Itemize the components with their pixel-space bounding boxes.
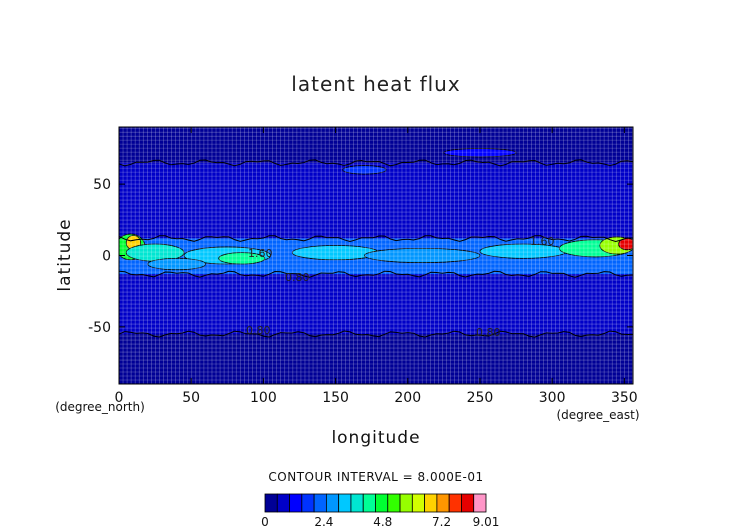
- y-tick-label: 0: [102, 249, 111, 265]
- x-tick-label: 250: [467, 390, 494, 406]
- heat-band: [119, 334, 633, 384]
- colorbar-swatch: [276, 493, 290, 513]
- colorbar-swatch: [362, 493, 376, 513]
- colorbar-swatch: [338, 493, 352, 513]
- latitude-bands: [119, 127, 633, 384]
- contour-label: 1.60: [248, 247, 273, 260]
- grid-lines: [119, 127, 633, 384]
- x-axis-unit: (degree_east): [556, 408, 639, 422]
- colorbar-swatch: [436, 493, 450, 513]
- colorbar-swatch: [424, 493, 438, 513]
- heat-band: [119, 162, 633, 239]
- colorbar-swatch: [448, 493, 462, 513]
- colorbar-swatch: [350, 493, 364, 513]
- contour-label: 0.80: [476, 326, 501, 339]
- heat-band: [119, 127, 633, 163]
- x-axis-label: longitude: [331, 428, 420, 448]
- flux-maxima: [119, 148, 633, 271]
- x-tick-label: 200: [394, 390, 421, 406]
- colorbar-ticks: 0 2.4 4.8 7.2 9.01: [261, 515, 499, 529]
- x-tick-label: 150: [322, 390, 349, 406]
- colorbar: [264, 493, 487, 513]
- colorbar-swatch: [264, 493, 278, 513]
- colorbar-tick-label: 4.8: [373, 515, 392, 529]
- colorbar-tick-label: 0: [261, 515, 269, 529]
- contour-lines: [119, 159, 633, 338]
- colorbar-swatch: [375, 493, 389, 513]
- contour-line: [119, 159, 633, 167]
- chart-title: latent heat flux: [291, 72, 460, 96]
- contour-line: [119, 270, 633, 278]
- x-tick-label: 350: [611, 390, 638, 406]
- y-axis: -50 0 50: [88, 177, 633, 336]
- x-axis: 0 50 100 150 200 250 300 350: [115, 127, 638, 406]
- x-tick-label: 0: [115, 390, 124, 406]
- colorbar-swatch: [387, 493, 401, 513]
- contour-label: 1.60: [530, 235, 555, 248]
- x-tick-label: 300: [539, 390, 566, 406]
- contour-interval: CONTOUR INTERVAL = 8.000E-01: [268, 470, 483, 484]
- flux-maximum: [443, 148, 517, 158]
- x-tick-label: 50: [182, 390, 200, 406]
- flux-maximum: [218, 252, 266, 265]
- colorbar-swatch: [301, 493, 315, 513]
- colorbar-swatch: [399, 493, 413, 513]
- colorbar-tick-label: 9.01: [473, 515, 500, 529]
- contour-label: 0.80: [285, 271, 310, 284]
- y-tick-label: 50: [93, 177, 111, 193]
- flux-maximum: [364, 247, 481, 264]
- colorbar-tick-label: 7.2: [432, 515, 451, 529]
- colorbar-swatch: [461, 493, 475, 513]
- colorbar-swatch: [411, 493, 426, 513]
- contour-label: 0.80: [246, 324, 271, 337]
- y-axis-unit: (degree_north): [55, 400, 145, 414]
- colorbar-tick-label: 2.4: [314, 515, 333, 529]
- contour-line: [119, 330, 633, 338]
- flux-maximum: [147, 257, 207, 271]
- plot-area: [119, 127, 633, 384]
- flux-maximum: [342, 165, 387, 175]
- y-axis-label: latitude: [55, 218, 75, 291]
- y-tick-label: -50: [88, 320, 111, 336]
- colorbar-swatch: [313, 493, 327, 513]
- colorbar-swatch: [289, 493, 303, 513]
- colorbar-swatch: [473, 493, 487, 513]
- contour-line: [119, 235, 633, 243]
- x-tick-label: 100: [250, 390, 277, 406]
- contour-label-group: 1.60 0.80 1.60 0.80 0.80: [246, 235, 555, 339]
- heat-band: [119, 274, 633, 335]
- colorbar-swatch: [325, 493, 340, 513]
